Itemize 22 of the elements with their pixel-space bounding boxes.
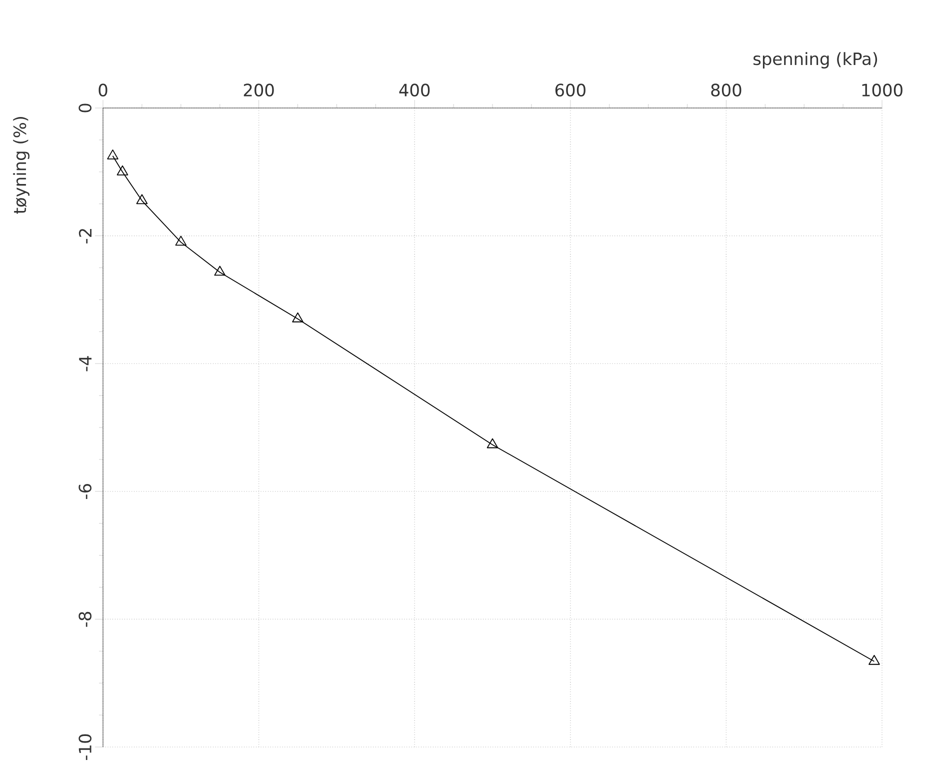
point — [175, 236, 187, 246]
y-tick-label: -2 — [78, 229, 92, 244]
y-tick-label: -10 — [78, 734, 92, 760]
x-tick-label: 1000 — [862, 84, 902, 96]
point — [136, 194, 148, 204]
point — [292, 312, 304, 322]
point — [486, 438, 498, 448]
y-tick-label: 0 — [78, 104, 92, 112]
x-axis-title: spenning (kPa) — [754, 52, 878, 68]
point — [107, 149, 118, 160]
x-tick-label: 0 — [98, 84, 108, 96]
x-tick-label: 400 — [399, 84, 430, 96]
y-tick-label: -8 — [78, 612, 92, 627]
y-tick-label: -4 — [79, 356, 92, 372]
point — [116, 165, 128, 176]
x-tick-label: 600 — [555, 84, 586, 96]
point — [868, 654, 880, 665]
x-tick-label: 800 — [711, 84, 742, 96]
point — [214, 266, 226, 276]
y-axis-title: tøyning (%) — [13, 116, 30, 214]
x-tick-label: 200 — [244, 84, 274, 96]
y-tick-label: -6 — [78, 484, 92, 500]
